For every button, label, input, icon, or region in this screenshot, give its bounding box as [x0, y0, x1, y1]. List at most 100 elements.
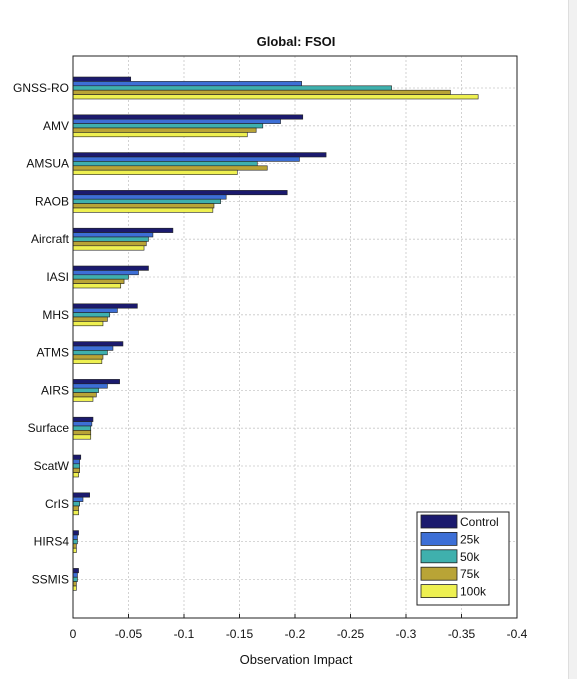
bar-100k-atms [72, 358, 103, 364]
y-tick-label: SSMIS [32, 572, 69, 586]
bar-25k-surface [72, 421, 93, 427]
bar-100k-amsua [72, 169, 238, 175]
legend-label: 50k [460, 550, 480, 564]
chart-title: Global: FSOI [257, 34, 336, 49]
bar-75k-aircraft [72, 241, 147, 247]
bar-75k-raob [72, 203, 215, 209]
bar-50k-mhs [72, 312, 110, 318]
legend-label: 100k [460, 585, 487, 599]
bar-25k-gnss-ro [72, 81, 302, 87]
y-tick-labels: GNSS-RO AMV AMSUA RAOB Aircraft IASI MHS ATMS AI… [13, 81, 70, 586]
bar-control-mhs [72, 303, 138, 309]
bar-control-ssmis [72, 568, 79, 574]
legend-label: 25k [460, 532, 480, 546]
y-tick-label: ScatW [34, 459, 70, 473]
bar-100k-raob [72, 207, 214, 213]
y-tick-label: CrIS [45, 497, 69, 511]
y-tick-label: Aircraft [31, 232, 70, 246]
legend: Control 25k 50k 75k 100k [416, 511, 510, 606]
bar-100k-amv [72, 132, 248, 138]
legend-label: 75k [460, 567, 480, 581]
bar-25k-amsua [72, 156, 300, 162]
x-tick-label: 0 [70, 627, 77, 641]
bar-100k-scatw [72, 472, 79, 478]
bar-100k-iasi [72, 283, 122, 289]
x-tick-label: -0.4 [507, 627, 528, 641]
page-edge-strip [568, 0, 577, 679]
bar-25k-raob [72, 194, 227, 200]
bar-100k-cris [72, 510, 79, 516]
bar-50k-surface [72, 425, 92, 431]
bar-75k-atms [72, 354, 104, 360]
legend-swatch [420, 566, 458, 581]
bar-control-airs [72, 379, 120, 385]
x-tick-label: -0.05 [115, 627, 143, 641]
bar-25k-cris [72, 496, 84, 502]
bar-75k-amsua [72, 165, 268, 171]
y-tick-label: AMV [43, 119, 69, 133]
legend-swatch [420, 514, 458, 529]
legend-swatch [420, 549, 458, 564]
bars-group [72, 76, 479, 591]
bar-control-iasi [72, 265, 149, 271]
bar-50k-airs [72, 387, 99, 393]
bar-control-aircraft [72, 227, 174, 233]
bar-control-surface [72, 416, 94, 422]
bar-control-amv [72, 114, 304, 120]
x-tick-label: -0.3 [396, 627, 417, 641]
bar-control-cris [72, 492, 90, 498]
bar-50k-atms [72, 350, 108, 356]
bar-50k-cris [72, 501, 80, 507]
bar-25k-ssmis [72, 572, 78, 578]
bar-50k-amv [72, 123, 264, 129]
legend-items: Control 25k 50k 75k 100k [420, 514, 499, 599]
bar-control-scatw [72, 454, 82, 460]
bar-control-atms [72, 341, 124, 347]
y-tick-label: Surface [28, 421, 70, 435]
bar-50k-ssmis [72, 576, 78, 582]
y-tick-label: MHS [42, 308, 69, 322]
bar-75k-gnss-ro [72, 89, 451, 95]
bar-75k-amv [72, 127, 257, 133]
y-tick-label: HIRS4 [34, 535, 70, 549]
x-axis-label: Observation Impact [240, 652, 353, 667]
bar-75k-scatw [72, 467, 80, 473]
bar-25k-iasi [72, 270, 139, 276]
bar-25k-amv [72, 118, 281, 124]
x-tick-label: -0.25 [337, 627, 365, 641]
bar-50k-raob [72, 198, 221, 204]
legend-swatch [420, 532, 458, 546]
bar-50k-aircraft [72, 236, 149, 242]
bar-25k-hirs4 [72, 534, 78, 540]
bar-control-hirs4 [72, 530, 79, 536]
x-tick-label: -0.35 [448, 627, 476, 641]
bar-75k-mhs [72, 316, 108, 322]
bar-75k-airs [72, 392, 97, 398]
bar-control-amsua [72, 152, 327, 158]
y-tick-label: AMSUA [26, 157, 69, 171]
y-tick-label: ATMS [37, 346, 69, 360]
bar-25k-mhs [72, 307, 118, 313]
bar-50k-scatw [72, 463, 80, 469]
bar-25k-aircraft [72, 232, 154, 238]
bar-75k-iasi [72, 278, 125, 284]
y-tick-label: AIRS [41, 383, 69, 397]
bar-25k-airs [72, 383, 108, 389]
bar-control-raob [72, 190, 288, 196]
bar-50k-gnss-ro [72, 85, 392, 91]
x-tick-label: -0.15 [226, 627, 254, 641]
bar-75k-cris [72, 505, 79, 511]
bar-50k-iasi [72, 274, 129, 280]
x-tick-labels: 0 -0.05 -0.1 -0.15 -0.2 -0.25 -0.3 -0.35 -0.4 [70, 627, 528, 641]
bar-control-gnss-ro [72, 76, 132, 82]
legend-swatch [420, 584, 458, 598]
bar-50k-amsua [72, 161, 258, 167]
bar-75k-surface [72, 430, 92, 436]
y-tick-label: RAOB [35, 194, 69, 208]
x-tick-label: -0.1 [174, 627, 195, 641]
bar-25k-scatw [72, 459, 80, 465]
bar-50k-hirs4 [72, 539, 78, 545]
bar-100k-surface [72, 434, 92, 440]
bar-25k-atms [72, 345, 114, 351]
